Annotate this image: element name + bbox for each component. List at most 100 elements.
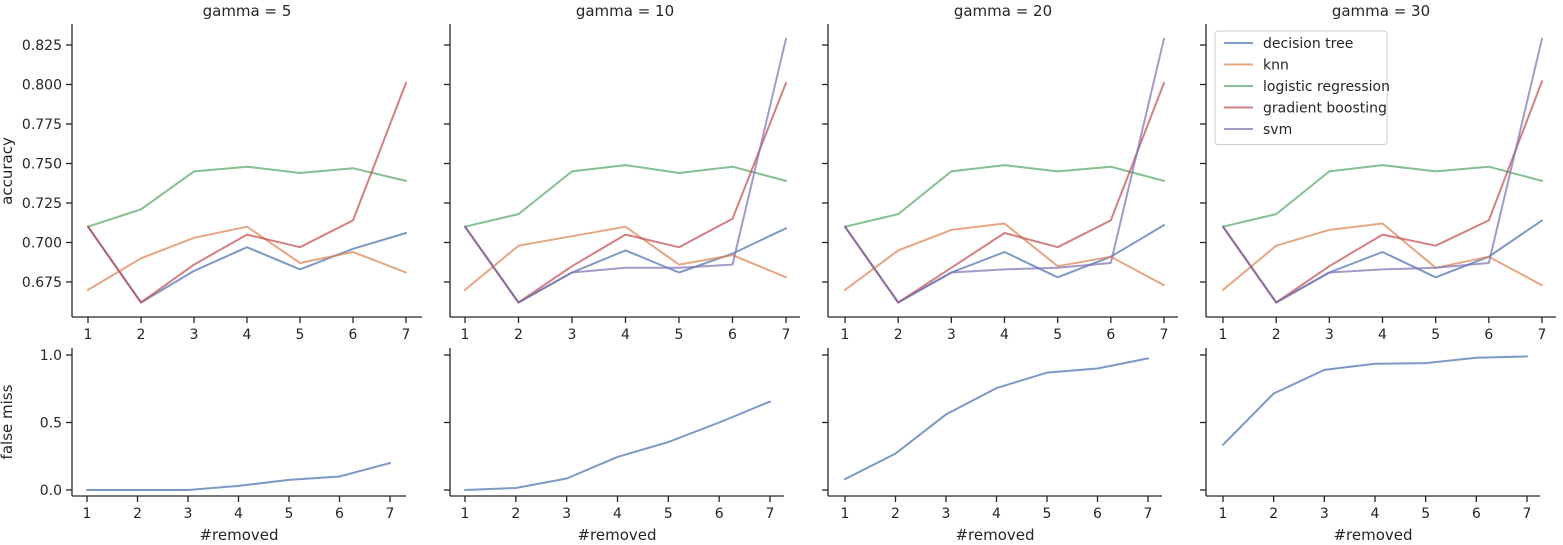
series-line-knn-gamma-panel-1 (87, 225, 407, 291)
y-tick-label: 0.825 (22, 38, 62, 54)
series-line-knn-gamma-panel-4 (1222, 222, 1543, 291)
x-tick-label: 5 (675, 327, 684, 343)
x-tick-label: 3 (942, 506, 951, 522)
x-tick-label: 4 (621, 327, 630, 343)
x-tick-label: 6 (1106, 327, 1115, 343)
axes-layer (66, 24, 1556, 502)
x-tick-label: 6 (335, 506, 344, 522)
x-tick-label: 1 (461, 327, 470, 343)
series-line-false-miss-panel-2 (464, 400, 771, 491)
x-tick-label: 6 (715, 506, 724, 522)
x-tick-label: 4 (992, 506, 1001, 522)
x-tick-label: 7 (1160, 327, 1169, 343)
x-tick-label: 5 (1043, 506, 1052, 522)
x-tick-label: 3 (1325, 327, 1334, 343)
x-axis-label: #removed (199, 526, 278, 544)
x-tick-label: 1 (841, 327, 850, 343)
x-tick-label: 6 (728, 327, 737, 343)
y-tick-label: 0.0 (40, 483, 62, 499)
series-line-false-miss-panel-1 (86, 462, 391, 491)
x-tick-label: 2 (894, 327, 903, 343)
x-tick-label: 4 (1000, 327, 1009, 343)
legend: decision tree knn logistic regression gradi… (1214, 30, 1390, 145)
panel-title: gamma = 10 (576, 2, 674, 20)
panel-title: gamma = 5 (203, 2, 292, 20)
x-tick-label: 2 (133, 506, 142, 522)
x-tick-label: 1 (461, 506, 470, 522)
x-tick-label: 6 (1484, 327, 1493, 343)
x-tick-label: 5 (664, 506, 673, 522)
x-tick-label: 1 (84, 327, 93, 343)
y-tick-label: 1.0 (40, 348, 62, 364)
x-tick-label: 1 (83, 506, 92, 522)
x-tick-label: 4 (243, 327, 252, 343)
y-tick-label: 0.800 (22, 78, 62, 94)
x-tick-label: 5 (285, 506, 294, 522)
series-line-logistic-regression-gamma-panel-1 (87, 165, 407, 228)
x-tick-label: 2 (1272, 327, 1281, 343)
x-tick-label: 3 (562, 506, 571, 522)
legend-label: knn (1263, 58, 1289, 74)
x-axis-label: #removed (955, 526, 1034, 544)
panel-title: gamma = 30 (1332, 2, 1430, 20)
legend-label: svm (1263, 122, 1292, 138)
series-line-logistic-regression-gamma-panel-4 (1222, 164, 1543, 228)
series-line-false-miss-panel-3 (844, 357, 1149, 481)
x-tick-label: 7 (386, 506, 395, 522)
x-tick-label: 7 (1538, 327, 1547, 343)
x-tick-label: 4 (1371, 506, 1380, 522)
x-tick-label: 7 (782, 327, 791, 343)
x-tick-label: 6 (1093, 506, 1102, 522)
y-tick-label: 0.750 (22, 157, 62, 173)
x-tick-label: 3 (568, 327, 577, 343)
x-tick-label: 4 (1378, 327, 1387, 343)
x-tick-label: 1 (1219, 327, 1228, 343)
series-line-decision-tree-gamma-panel-1 (87, 225, 407, 304)
x-tick-label: 4 (234, 506, 243, 522)
x-tick-label: 2 (511, 506, 520, 522)
x-tick-label: 2 (891, 506, 900, 522)
series-layer (86, 37, 1543, 491)
x-tick-label: 7 (402, 327, 411, 343)
series-line-svm-gamma-panel-2 (464, 37, 787, 304)
x-tick-label: 7 (766, 506, 775, 522)
x-tick-label: 7 (1523, 506, 1532, 522)
x-tick-label: 7 (1144, 506, 1153, 522)
legend-label: logistic regression (1263, 79, 1390, 95)
series-line-decision-tree-gamma-panel-4 (1222, 219, 1543, 304)
legend-label: gradient boosting (1263, 101, 1387, 117)
legend-label: decision tree (1263, 36, 1353, 52)
x-tick-label: 3 (184, 506, 193, 522)
y-tick-label: 0.775 (22, 117, 62, 133)
panel-title: gamma = 20 (954, 2, 1052, 20)
series-line-gradient-boosting-gamma-panel-2 (464, 81, 787, 304)
x-tick-label: 5 (1431, 327, 1440, 343)
x-tick-label: 5 (296, 327, 305, 343)
x-tick-label: 2 (137, 327, 146, 343)
y-tick-label: 0.5 (40, 416, 62, 432)
x-axis-label: #removed (1333, 526, 1412, 544)
series-line-false-miss-panel-4 (1222, 355, 1528, 446)
y-tick-label: 0.725 (22, 196, 62, 212)
y-axis-label-accuracy: accuracy (0, 137, 16, 205)
x-axis-label: #removed (577, 526, 656, 544)
x-tick-label: 2 (514, 327, 523, 343)
series-line-logistic-regression-gamma-panel-3 (844, 164, 1165, 228)
x-tick-label: 3 (1320, 506, 1329, 522)
series-line-svm-gamma-panel-3 (844, 37, 1165, 304)
x-tick-label: 3 (947, 327, 956, 343)
series-line-knn-gamma-panel-2 (464, 225, 787, 291)
x-tick-label: 5 (1053, 327, 1062, 343)
x-tick-label: 4 (613, 506, 622, 522)
x-tick-label: 6 (1472, 506, 1481, 522)
x-tick-label: 3 (190, 327, 199, 343)
x-tick-label: 2 (1269, 506, 1278, 522)
x-tick-label: 1 (1219, 506, 1228, 522)
series-line-knn-gamma-panel-3 (844, 222, 1165, 291)
x-tick-label: 5 (1421, 506, 1430, 522)
y-tick-label: 0.700 (22, 236, 62, 252)
series-line-gradient-boosting-gamma-panel-1 (87, 81, 407, 304)
x-tick-label: 1 (841, 506, 850, 522)
